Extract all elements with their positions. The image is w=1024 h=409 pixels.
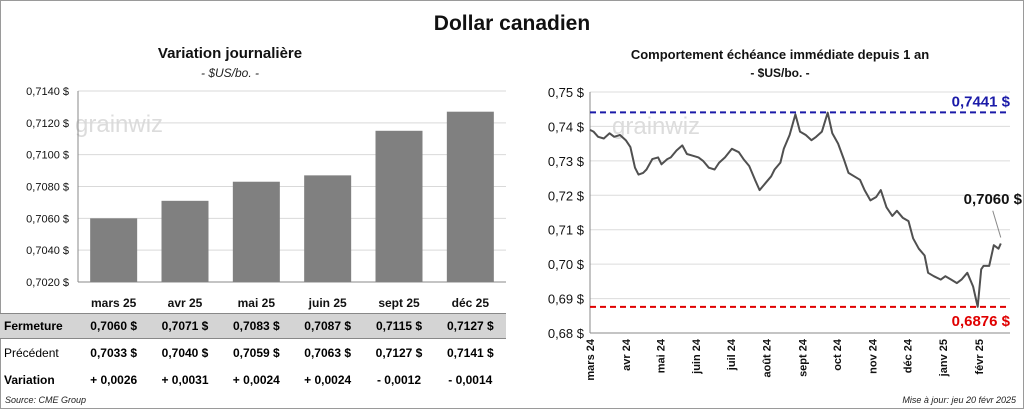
source-note: Source: CME Group [5,395,87,405]
table-cell: 0,7063 $ [304,346,352,360]
table-cell: 0,7115 $ [375,319,423,333]
y-tick-label: 0,7120 $ [26,118,69,130]
page-title: Dollar canadien [433,12,591,35]
table-cell: - 0,0012 [376,373,422,387]
table-cell: + 0,0024 [232,373,280,387]
row-precedent: Précédent 0,7033 $ 0,7040 $ 0,7059 $ 0,7063… [0,341,506,365]
row-label: Fermeture [4,319,63,333]
y-tick-label: 0,70 $ [548,257,585,272]
row-label: Précédent [4,346,59,360]
bar-chart-title: Variation journalière [157,45,303,62]
table-cell: 0,7059 $ [232,346,280,360]
watermark-left: grainwiz [75,111,163,138]
x-tick-label: mai 25 [238,296,276,310]
x-tick-label: nov 24 [868,338,880,374]
table-cell: 0,7071 $ [161,319,209,333]
x-tick-label: sept 24 [797,338,809,377]
x-tick-label: juin 25 [308,296,347,310]
y-tick-label: 0,68 $ [548,326,585,341]
line-chart-title: Comportement échéance immédiate depuis 1… [630,47,930,62]
last-leader [992,210,1002,238]
row-fermeture: Fermeture 0,7060 $ 0,7071 $ 0,7083 $ 0,7087… [0,313,506,339]
high-label: 0,7441 $ [952,93,1011,110]
table-cell: + 0,0026 [90,373,138,387]
table-cell: 0,7083 $ [232,319,280,333]
table-cell: 0,7060 $ [90,319,138,333]
x-tick-label: avr 25 [168,296,203,310]
bar [304,175,352,282]
bar [232,181,280,282]
table-cell: 0,7127 $ [375,346,423,360]
bar [90,218,138,282]
x-tick-label: mai 24 [655,338,667,373]
x-tick-label: oct 24 [832,338,844,371]
row-label: Variation [4,373,55,387]
y-tick-label: 0,69 $ [548,292,585,307]
x-tick-label: déc 24 [902,338,914,373]
y-tick-label: 0,7080 $ [26,182,69,194]
y-tick-label: 0,7040 $ [26,245,69,257]
table-cell: - 0,0014 [448,373,493,387]
low-label: 0,6876 $ [952,313,1011,330]
row-variation: Variation + 0,0026 + 0,0031 + 0,0024 + 0,00… [0,368,506,392]
x-tick-label: mars 24 [585,338,597,380]
y-tick-label: 0,7020 $ [26,277,69,289]
x-tick-label: févr 25 [974,339,986,374]
y-tick-label: 0,75 $ [548,85,585,100]
y-tick-label: 0,71 $ [548,223,585,238]
x-tick-label: mars 25 [91,296,137,310]
x-tick-label: août 24 [762,338,774,377]
x-tick-label: juil 24 [726,338,738,371]
bar-chart-unit: - $US/bo. - [200,66,260,80]
bar [446,111,494,282]
bar [161,200,209,282]
y-tick-label: 0,7060 $ [26,213,69,225]
bar [375,130,423,282]
update-note: Mise à jour: jeu 20 févr 2025 [902,395,1016,405]
table-cell: 0,7141 $ [446,346,494,360]
y-tick-label: 0,7100 $ [26,150,69,162]
price-line [589,111,1002,308]
table-cell: 0,7127 $ [446,319,494,333]
y-tick-label: 0,73 $ [548,154,585,169]
table-cell: 0,7087 $ [304,319,352,333]
y-tick-label: 0,72 $ [548,188,585,203]
x-tick-label: janv 25 [938,339,950,377]
line-chart-unit: - $US/bo. - [750,66,810,80]
last-value-label: 0,7060 $ [964,191,1023,208]
y-tick-label: 0,7140 $ [26,86,69,98]
table-cell: + 0,0024 [304,373,352,387]
x-tick-label: sept 25 [378,296,420,310]
table-cell: 0,7040 $ [161,346,209,360]
bar-chart: grainwiz 0,7020 $ 0,7040 $ 0,7060 $ 0,7080 … [26,86,506,310]
table-cell: + 0,0031 [161,373,209,387]
table-cell: 0,7033 $ [90,346,138,360]
x-tick-label: déc 25 [452,296,490,310]
x-tick-label: avr 24 [621,338,633,371]
y-tick-label: 0,74 $ [548,119,585,134]
x-tick-label: juin 24 [691,338,703,375]
line-chart: grainwiz 0,68 $0,69 $0,70 $0,71 $0,72 $0… [548,85,1023,381]
